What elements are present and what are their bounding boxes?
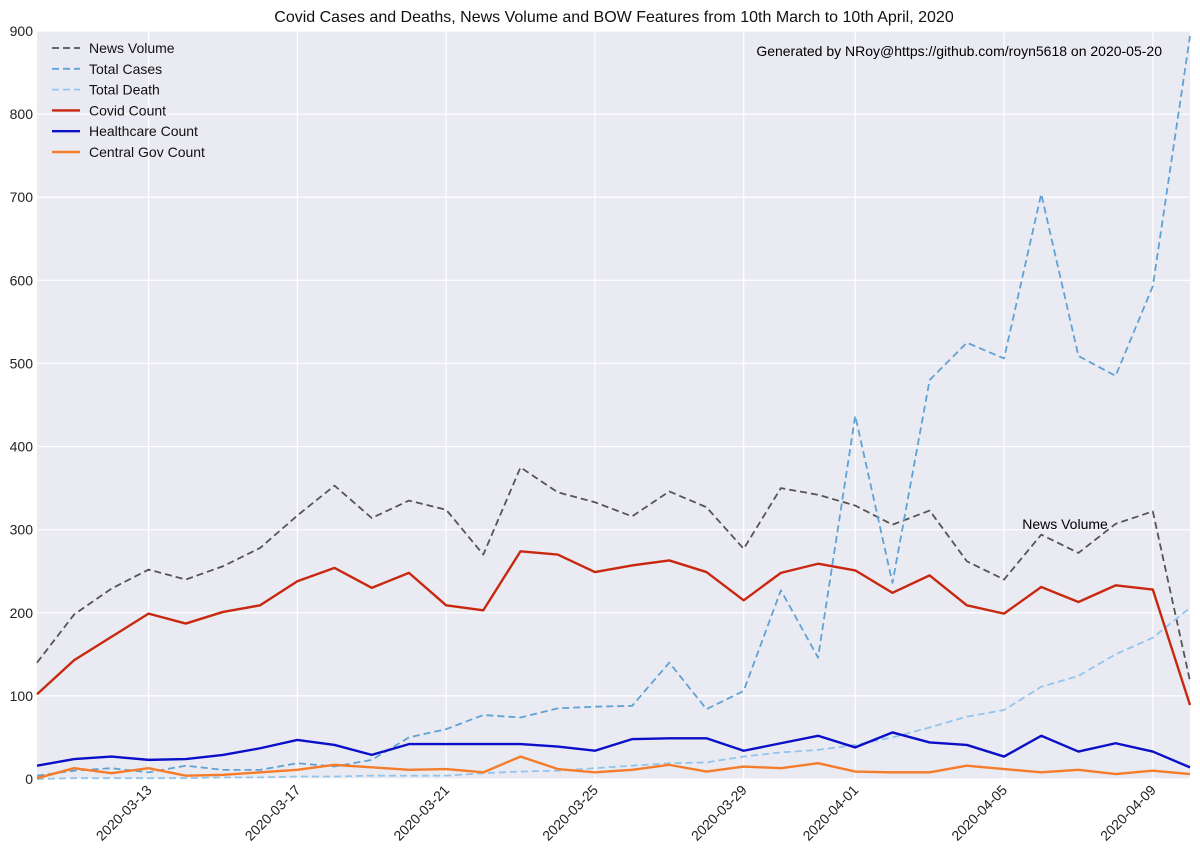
series-line-news-volume — [36, 466, 1191, 682]
y-axis: 0 100 200 300 400 500 600 700 800 900 — [10, 23, 34, 787]
legend-label: Total Cases — [89, 61, 162, 77]
series-line-total-cases — [36, 35, 1191, 777]
y-tick-label: 300 — [10, 522, 34, 538]
legend: News Volume Total Cases Total Death Covid C… — [52, 40, 205, 160]
series-layer — [36, 35, 1192, 780]
credit-annotation: Generated by NRoy@https://github.com/roy… — [756, 43, 1162, 59]
legend-label: Central Gov Count — [89, 144, 205, 160]
series-line-total-death — [36, 607, 1191, 780]
y-tick-label: 700 — [10, 189, 34, 205]
chart-title: Covid Cases and Deaths, News Volume and … — [274, 9, 954, 26]
y-tick-label: 100 — [10, 688, 34, 704]
legend-label: Healthcare Count — [89, 123, 198, 139]
plot-area — [37, 31, 1190, 779]
y-tick-label: 500 — [10, 355, 34, 371]
series-line-central-gov-count — [36, 755, 1191, 780]
series-line-healthcare-count — [36, 731, 1191, 769]
y-tick-label: 0 — [25, 771, 33, 787]
y-tick-label: 600 — [10, 272, 34, 288]
y-tick-label: 400 — [10, 439, 34, 455]
series-line-covid-count — [36, 550, 1192, 706]
y-tick-label: 800 — [10, 106, 34, 122]
y-tick-label: 900 — [10, 23, 34, 39]
legend-label: Covid Count — [89, 102, 166, 118]
y-tick-label: 200 — [10, 605, 34, 621]
news-volume-annotation: News Volume — [1022, 516, 1108, 532]
legend-label: News Volume — [89, 40, 175, 56]
legend-label: Total Death — [89, 82, 160, 98]
x-gridlines — [147, 31, 1154, 779]
